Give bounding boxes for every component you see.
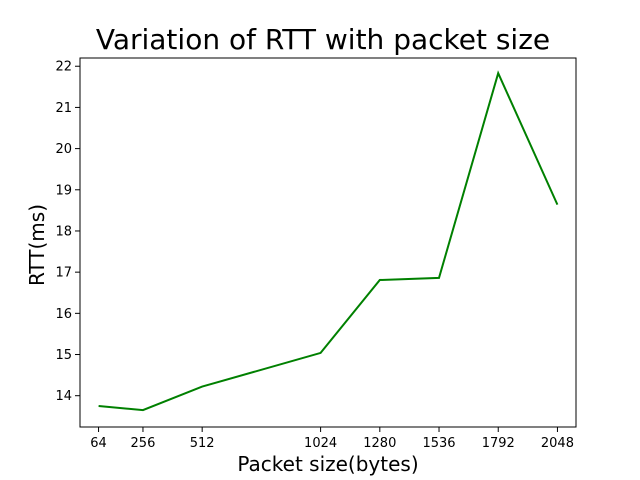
y-axis: 14 15 16 17 18 19 20 21 22 bbox=[55, 60, 80, 404]
y-tick-label: 15 bbox=[55, 348, 72, 363]
x-tick-label: 1280 bbox=[363, 436, 396, 451]
x-tick-label: 1536 bbox=[422, 436, 455, 451]
y-tick-label: 14 bbox=[55, 389, 72, 404]
x-tick-label: 1024 bbox=[304, 436, 337, 451]
x-tick-label: 64 bbox=[90, 436, 107, 451]
y-tick-label: 17 bbox=[55, 266, 72, 281]
plot-frame bbox=[79, 57, 577, 428]
x-tick-label: 256 bbox=[131, 436, 156, 451]
x-tick-label: 2048 bbox=[541, 436, 574, 451]
y-axis-label: RTT(ms) bbox=[25, 204, 49, 286]
y-tick-label: 16 bbox=[55, 307, 72, 322]
y-tick-label: 20 bbox=[55, 142, 72, 157]
y-tick-label: 22 bbox=[55, 60, 72, 75]
series-line bbox=[98, 70, 559, 412]
chart-title: Variation of RTT with packet size bbox=[96, 23, 550, 56]
y-tick-label: 18 bbox=[55, 224, 72, 239]
x-axis-label: Packet size(bytes) bbox=[237, 452, 418, 476]
x-tick-label: 512 bbox=[190, 436, 215, 451]
y-tick-label: 19 bbox=[55, 183, 72, 198]
y-tick-label: 21 bbox=[55, 101, 72, 116]
x-tick-label: 1792 bbox=[482, 436, 515, 451]
x-axis: 64 256 512 1024 1280 1536 1792 2048 bbox=[90, 427, 574, 451]
